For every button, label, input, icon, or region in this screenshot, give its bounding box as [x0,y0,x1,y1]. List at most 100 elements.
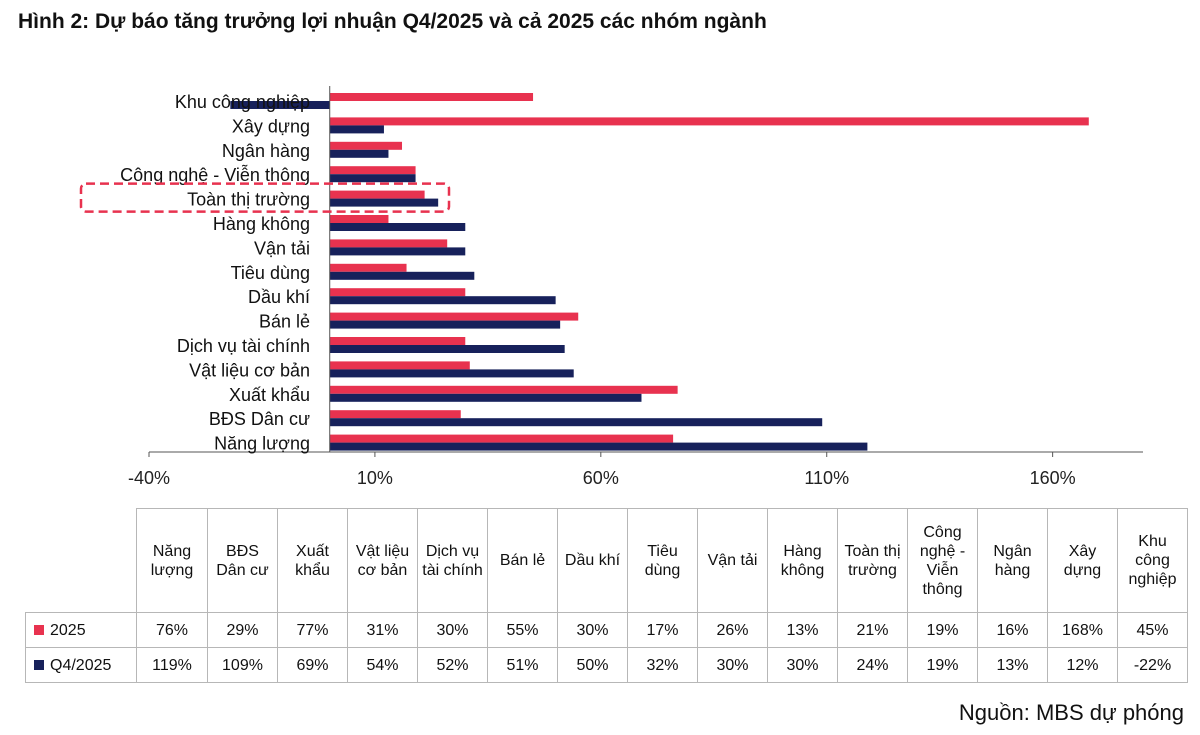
bar-q4-2025 [329,393,642,402]
table-cell: 54% [347,647,418,683]
table-header-cell: Vật liệu cơ bản [347,508,418,613]
table-header-cell: Hàng không [767,508,838,613]
category-label: Hàng không [213,214,310,234]
table-cell: 52% [417,647,488,683]
table-row-q4-2025: Q4/2025 119% 109% 69% 54% 52% 51% 50% 32… [25,647,1188,683]
table-cell: 32% [627,647,698,683]
series-label-cell: Q4/2025 [25,647,137,683]
x-tick-label: 110% [804,468,849,488]
table-header-cell: Ngân hàng [977,508,1048,613]
table-cell: 109% [207,647,278,683]
table-cell: 12% [1047,647,1118,683]
table-cell: 16% [977,612,1048,648]
table-cell: 30% [417,612,488,648]
table-cell: -22% [1117,647,1188,683]
category-label: Bán lẻ [259,312,310,332]
bar-q4-2025 [329,223,466,231]
table-cell: 77% [277,612,348,648]
x-tick-label: 160% [1030,468,1076,488]
bar-2025 [329,141,403,150]
category-label: Vận tải [254,238,310,258]
table-cell: 17% [627,612,698,648]
data-table: Năng lượng BĐS Dân cư Xuất khẩu Vật liệu… [25,508,1188,683]
bar-q4-2025 [329,320,561,329]
bar-q4-2025 [329,369,574,378]
table-cell: 45% [1117,612,1188,648]
x-tick-label: 10% [357,468,393,488]
bar-chart: -40% 10% 60% 110% 160% Khu công nghiệp Xây dựn… [79,86,1143,488]
bar-q4-2025 [329,125,384,134]
category-label: Năng lượng [214,434,310,454]
table-cell: 29% [207,612,278,648]
bar-q4-2025 [329,271,475,280]
table-header-row: Năng lượng BĐS Dân cư Xuất khẩu Vật liệu… [25,508,1188,613]
bar-2025 [329,410,461,419]
table-header-cell: Năng lượng [136,508,208,613]
bar-q4-2025 [329,174,416,183]
table-cell: 51% [487,647,558,683]
table-cell: 24% [837,647,908,683]
table-cell: 30% [557,612,628,648]
table-cell: 76% [136,612,208,648]
bar-2025 [329,337,466,345]
table-cell: 21% [837,612,908,648]
bar-2025 [329,166,416,175]
bar-q4-2025 [329,198,439,207]
table-cell: 19% [907,647,978,683]
figure-title: Hình 2: Dự báo tăng trưởng lợi nhuận Q4/… [18,10,767,33]
bar-2025 [329,312,579,321]
table-cell: 31% [347,612,418,648]
category-label: Ngân hàng [222,141,310,161]
legend-swatch-q4-2025 [34,659,44,670]
table-header-cell: Tiêu dùng [627,508,698,613]
bar-q4-2025 [329,296,556,305]
category-label: Xây dựng [232,116,310,136]
bar-2025 [329,361,470,370]
category-label: BĐS Dân cư [209,409,310,429]
bar-2025 [329,385,678,394]
source-note: Nguồn: MBS dự phóng [958,700,1184,725]
bar-q4-2025 [329,247,466,256]
table-cell: 50% [557,647,628,683]
category-label: Toàn thị trường [187,190,310,210]
table-header-cell: Bán lẻ [487,508,558,613]
table-header-cell: Xây dựng [1047,508,1118,613]
table-corner-cell [25,508,137,613]
bar-2025 [329,215,389,223]
x-tick-label: 60% [583,468,619,488]
table-header-cell: Công nghệ - Viễn thông [907,508,978,613]
x-tick-label: -40% [128,468,170,488]
table-cell: 69% [277,647,348,683]
bar-2025 [329,288,466,297]
table-cell: 119% [136,647,208,683]
table-header-cell: BĐS Dân cư [207,508,278,613]
category-label: Vật liệu cơ bản [189,360,310,380]
bar-q4-2025 [329,345,565,353]
bar-2025 [329,263,407,272]
table-cell: 30% [697,647,768,683]
bar-q4-2025 [230,101,330,109]
category-label: Dịch vụ tài chính [177,336,310,356]
bar-2025 [329,93,534,101]
category-label: Tiêu dùng [231,263,310,283]
table-cell: 30% [767,647,838,683]
table-row-2025: 2025 76% 29% 77% 31% 30% 55% 30% 17% 26%… [25,612,1188,648]
series-label: 2025 [50,621,86,639]
table-header-cell: Toàn thị trường [837,508,908,613]
table-cell: 13% [767,612,838,648]
table-cell: 26% [697,612,768,648]
table-cell: 13% [977,647,1048,683]
table-header-cell: Vận tải [697,508,768,613]
table-header-cell: Dịch vụ tài chính [417,508,488,613]
legend-swatch-2025 [34,624,44,635]
table-header-cell: Xuất khẩu [277,508,348,613]
bar-q4-2025 [329,418,823,427]
bar-2025 [329,190,425,199]
bar-q4-2025 [329,442,868,451]
table-cell: 55% [487,612,558,648]
category-label: Khu công nghiệp [175,92,310,112]
table-cell: 168% [1047,612,1118,648]
table-header-cell: Khu công nghiệp [1117,508,1188,613]
table-header-cell: Dầu khí [557,508,628,613]
category-label: Xuất khẩu [229,385,310,405]
